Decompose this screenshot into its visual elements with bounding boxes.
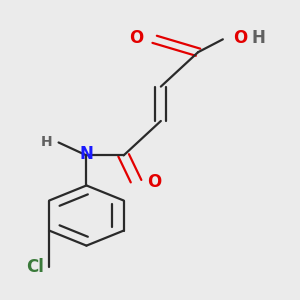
Text: N: N	[80, 145, 93, 163]
Text: Cl: Cl	[26, 258, 44, 276]
Text: H: H	[251, 29, 266, 47]
Text: H: H	[40, 136, 52, 149]
Text: O: O	[233, 29, 247, 47]
Text: O: O	[148, 173, 162, 191]
Text: O: O	[129, 29, 143, 47]
